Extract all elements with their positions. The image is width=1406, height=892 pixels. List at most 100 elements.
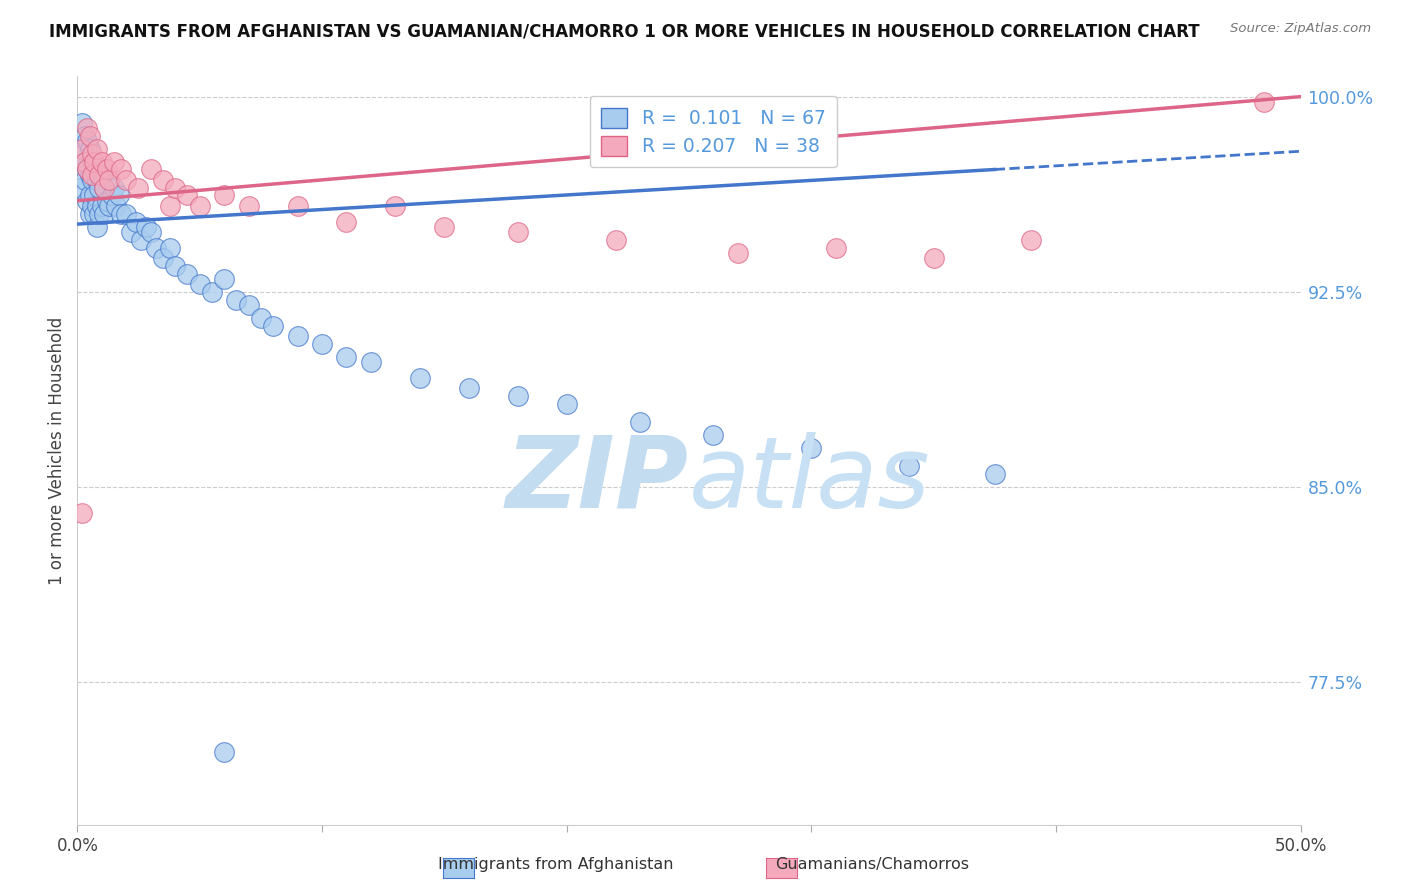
Point bbox=[73, 128, 96, 143]
Point bbox=[287, 199, 309, 213]
Point bbox=[800, 441, 823, 455]
Point bbox=[1021, 233, 1043, 247]
Point bbox=[176, 267, 198, 281]
Point bbox=[83, 207, 105, 221]
Point bbox=[555, 396, 578, 410]
Point bbox=[250, 310, 273, 325]
Point bbox=[79, 142, 101, 156]
Point bbox=[110, 162, 132, 177]
Point bbox=[225, 293, 247, 307]
Text: IMMIGRANTS FROM AFGHANISTAN VS GUAMANIAN/CHAMORRO 1 OR MORE VEHICLES IN HOUSEHOL: IMMIGRANTS FROM AFGHANISTAN VS GUAMANIAN… bbox=[49, 22, 1199, 40]
Point bbox=[238, 298, 260, 312]
Point bbox=[188, 199, 211, 213]
Point bbox=[165, 180, 187, 194]
Point bbox=[79, 128, 101, 143]
Point bbox=[125, 214, 148, 228]
Point bbox=[76, 194, 98, 208]
Point bbox=[89, 180, 111, 194]
Point bbox=[201, 285, 224, 299]
Point bbox=[96, 162, 118, 177]
Point bbox=[79, 188, 101, 202]
Point bbox=[145, 241, 167, 255]
Point bbox=[238, 199, 260, 213]
Point bbox=[83, 162, 105, 177]
Point bbox=[83, 154, 105, 169]
Point bbox=[79, 168, 101, 182]
Point bbox=[360, 355, 382, 369]
Point bbox=[100, 188, 122, 202]
Point bbox=[262, 318, 284, 333]
Point bbox=[506, 225, 529, 239]
Point bbox=[76, 162, 98, 177]
Point bbox=[70, 506, 93, 520]
Text: Immigrants from Afghanistan: Immigrants from Afghanistan bbox=[437, 857, 673, 872]
Point bbox=[83, 188, 105, 202]
Point bbox=[105, 199, 128, 213]
Point bbox=[120, 225, 142, 239]
Y-axis label: 1 or more Vehicles in Household: 1 or more Vehicles in Household bbox=[48, 317, 66, 584]
Point bbox=[86, 219, 108, 234]
Text: Guamanians/Chamorros: Guamanians/Chamorros bbox=[775, 857, 969, 872]
Point bbox=[90, 154, 112, 169]
Point bbox=[287, 329, 309, 343]
Point bbox=[212, 188, 235, 202]
Point bbox=[90, 199, 112, 213]
Point bbox=[212, 271, 235, 285]
Point bbox=[506, 389, 529, 403]
Point bbox=[73, 154, 96, 169]
Point bbox=[159, 199, 181, 213]
Point bbox=[80, 173, 103, 187]
Point bbox=[159, 241, 181, 255]
Point bbox=[76, 134, 98, 148]
Point bbox=[127, 180, 149, 194]
Point bbox=[73, 154, 96, 169]
Point bbox=[152, 251, 174, 265]
Point bbox=[212, 745, 235, 759]
Point bbox=[103, 180, 125, 194]
Text: atlas: atlas bbox=[689, 432, 931, 529]
Text: ZIP: ZIP bbox=[506, 432, 689, 529]
Point bbox=[433, 219, 456, 234]
Point bbox=[80, 168, 103, 182]
Point bbox=[135, 219, 157, 234]
Point bbox=[628, 415, 651, 429]
Point bbox=[70, 142, 93, 156]
Point bbox=[311, 336, 333, 351]
Point bbox=[824, 241, 846, 255]
Point bbox=[1253, 95, 1275, 109]
Point bbox=[898, 458, 921, 473]
Text: Source: ZipAtlas.com: Source: ZipAtlas.com bbox=[1230, 22, 1371, 36]
Point bbox=[139, 225, 162, 239]
Point bbox=[73, 173, 96, 187]
Point bbox=[108, 188, 131, 202]
Point bbox=[93, 180, 115, 194]
Point bbox=[129, 233, 152, 247]
Point bbox=[115, 207, 138, 221]
Point bbox=[727, 245, 749, 260]
Point bbox=[76, 162, 98, 177]
Point bbox=[80, 154, 103, 169]
Point bbox=[152, 173, 174, 187]
Legend: R =  0.101   N = 67, R = 0.207   N = 38: R = 0.101 N = 67, R = 0.207 N = 38 bbox=[589, 96, 837, 168]
Point bbox=[86, 142, 108, 156]
Point bbox=[139, 162, 162, 177]
Point bbox=[89, 207, 111, 221]
Point bbox=[90, 168, 112, 182]
Point bbox=[922, 251, 945, 265]
Point bbox=[984, 467, 1007, 481]
Point bbox=[176, 188, 198, 202]
Point bbox=[457, 381, 479, 395]
Point bbox=[96, 194, 118, 208]
Point bbox=[86, 199, 108, 213]
Point bbox=[188, 277, 211, 291]
Point bbox=[115, 173, 138, 187]
Point bbox=[98, 199, 121, 213]
Point bbox=[69, 180, 91, 194]
Point bbox=[79, 207, 101, 221]
Point bbox=[89, 168, 111, 182]
Point bbox=[76, 120, 98, 135]
Point bbox=[70, 116, 93, 130]
Point bbox=[165, 259, 187, 273]
Point bbox=[384, 199, 406, 213]
Point bbox=[98, 173, 121, 187]
